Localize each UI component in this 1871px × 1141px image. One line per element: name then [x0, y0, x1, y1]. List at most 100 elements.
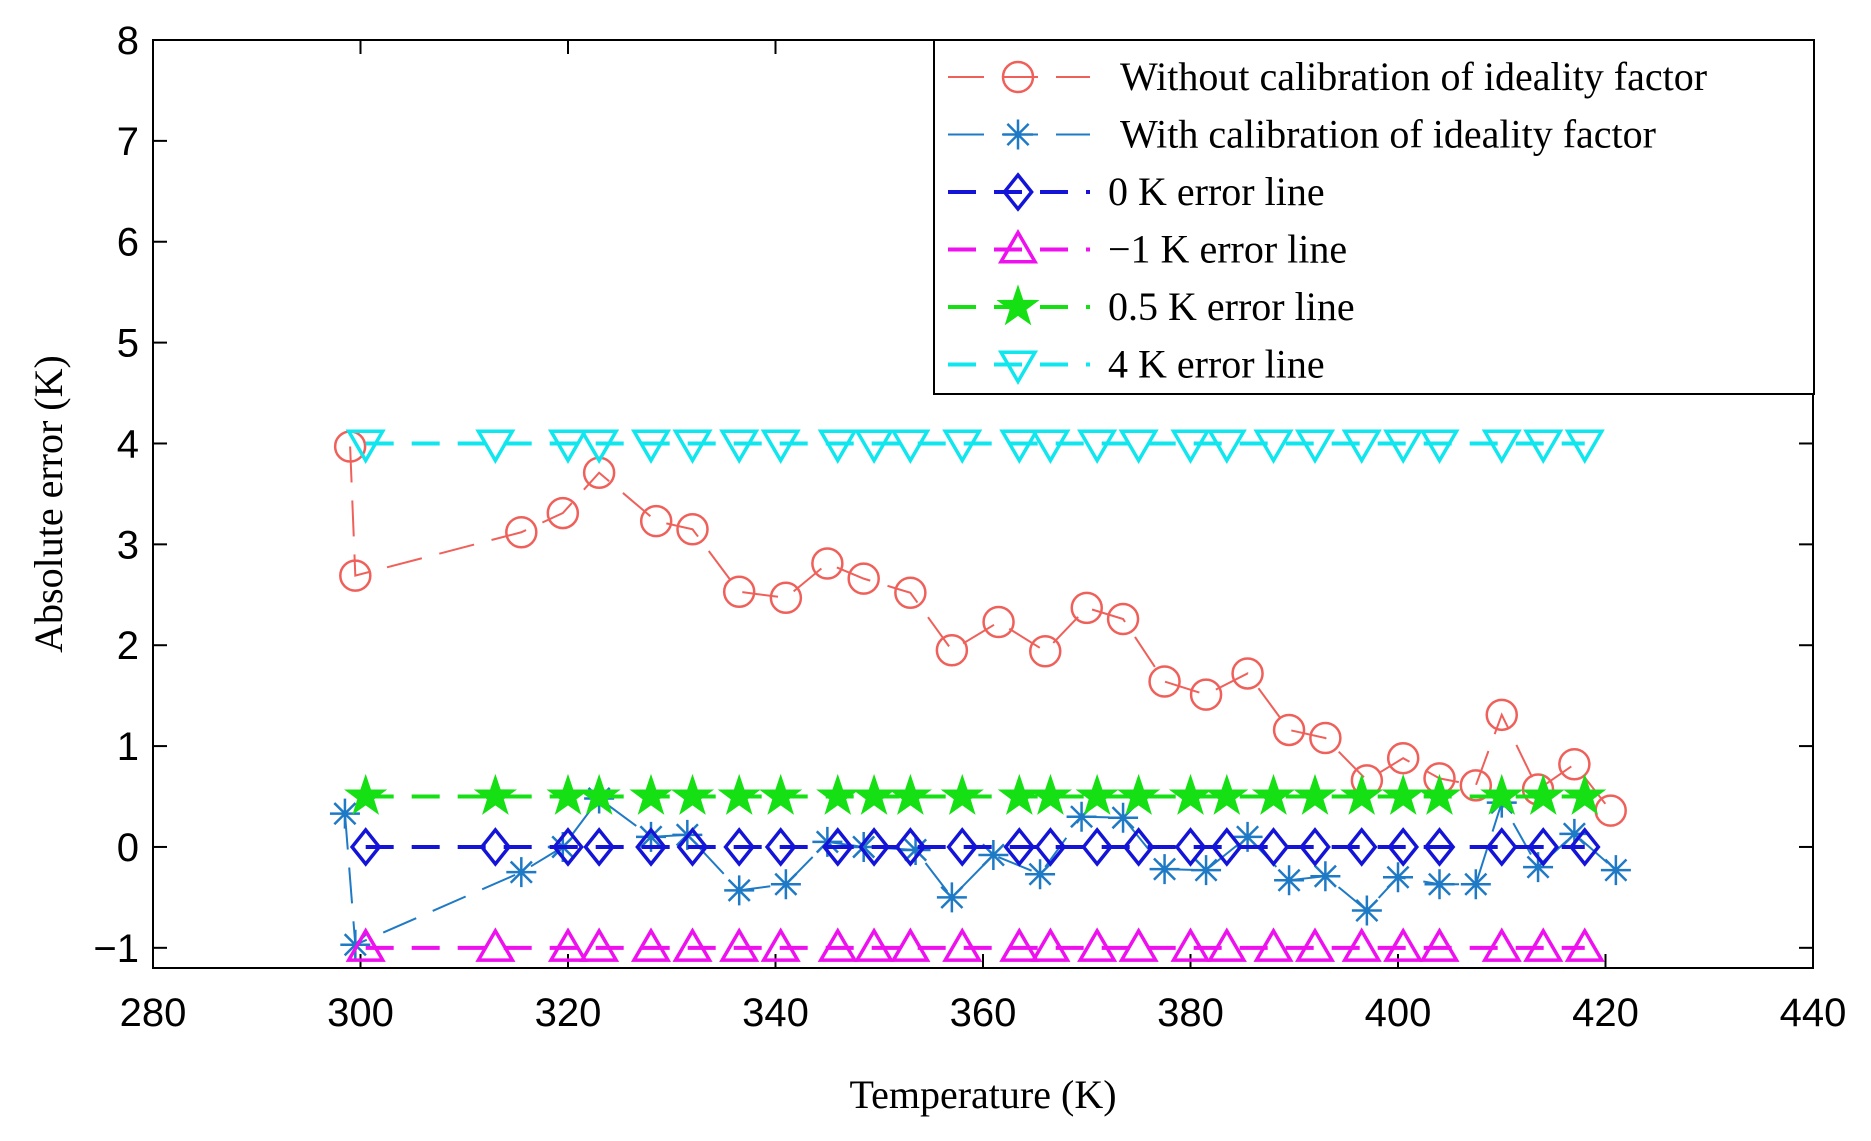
x-tick-label: 400 — [1365, 991, 1432, 1035]
data-point — [1383, 429, 1424, 464]
data-point — [1480, 773, 1524, 815]
data-point — [1485, 698, 1518, 732]
data-point — [888, 773, 932, 815]
data-point — [552, 827, 584, 867]
series-1 — [333, 430, 1627, 827]
data-point — [1341, 429, 1382, 464]
data-point — [942, 927, 983, 962]
data-point — [1600, 855, 1631, 886]
x-tick-label: 420 — [1572, 991, 1639, 1035]
data-point — [982, 605, 1015, 639]
data-point — [1460, 869, 1491, 900]
legend-entry: 0.5 K error line — [948, 284, 1355, 329]
data-point — [890, 927, 931, 962]
data-point — [1527, 827, 1560, 867]
data-point — [1424, 869, 1455, 900]
y-tick-label: 0 — [117, 826, 139, 870]
data-point — [670, 773, 715, 815]
data-point — [1419, 429, 1460, 464]
data-point — [936, 882, 967, 913]
data-point — [1523, 429, 1564, 464]
data-point — [760, 429, 801, 464]
data-point — [1028, 773, 1073, 815]
data-point — [817, 927, 858, 962]
data-point — [1148, 665, 1181, 698]
data-point — [1274, 865, 1305, 896]
legend-marker — [996, 284, 1040, 326]
data-point — [1294, 429, 1336, 464]
data-point — [848, 831, 879, 862]
series-6 — [345, 429, 1605, 464]
data-point — [1381, 773, 1425, 815]
data-point — [345, 429, 386, 464]
data-point — [1070, 591, 1103, 625]
y-tick-label: 7 — [117, 120, 139, 164]
data-point — [894, 827, 927, 867]
legend-label: With calibration of ideality factor — [1120, 112, 1656, 157]
legend-marker — [1001, 60, 1035, 94]
data-point — [479, 827, 512, 867]
data-point — [676, 827, 709, 867]
data-point — [1231, 657, 1264, 690]
y-tick-label: 4 — [117, 422, 139, 466]
data-point — [723, 827, 756, 867]
legend-marker — [1002, 172, 1034, 212]
data-point — [1481, 429, 1522, 464]
data-point — [340, 929, 371, 960]
data-point — [1206, 927, 1247, 962]
x-tick-label: 320 — [535, 991, 602, 1035]
data-point — [821, 827, 854, 867]
data-point — [1081, 827, 1113, 867]
legend-entry: −1 K error line — [948, 227, 1347, 272]
series-3 — [349, 827, 1601, 867]
data-point — [1030, 429, 1071, 464]
series-line — [349, 446, 1612, 812]
data-point — [1417, 773, 1462, 815]
data-point — [1309, 721, 1342, 755]
legend: Without calibration of ideality factor Wi… — [933, 39, 1815, 395]
data-point — [1251, 773, 1296, 815]
y-tick-label: 6 — [117, 221, 139, 265]
data-point — [847, 562, 880, 595]
data-point — [630, 429, 672, 464]
x-tick-label: 280 — [120, 991, 187, 1035]
data-point — [1025, 859, 1056, 890]
legend-label: 4 K error line — [1108, 342, 1325, 387]
data-point — [583, 827, 615, 867]
data-point — [1034, 827, 1067, 867]
data-point — [1170, 429, 1211, 464]
data-point — [636, 821, 666, 852]
data-point — [1206, 429, 1247, 464]
legend-marker — [997, 229, 1039, 264]
data-point — [978, 840, 1009, 871]
series-5 — [344, 773, 1607, 815]
data-point — [1485, 827, 1518, 867]
data-point — [1294, 927, 1336, 962]
data-point — [852, 773, 896, 815]
data-point — [1345, 827, 1378, 867]
data-point — [1459, 769, 1493, 802]
data-point — [1174, 827, 1207, 867]
y-tick-label: −1 — [93, 927, 139, 971]
data-point — [473, 773, 517, 815]
data-point — [719, 429, 760, 464]
data-point — [1003, 827, 1036, 867]
x-tick-label: 440 — [1780, 991, 1847, 1035]
data-point — [1523, 927, 1564, 962]
y-tick-label: 8 — [117, 19, 139, 63]
data-point — [1075, 773, 1119, 815]
x-tick-label: 360 — [950, 991, 1017, 1035]
data-point — [1387, 827, 1420, 867]
data-point — [1253, 429, 1294, 464]
y-tick-label: 5 — [117, 322, 139, 366]
data-point — [1383, 862, 1413, 893]
data-point — [1205, 773, 1249, 815]
data-point — [946, 827, 979, 867]
data-point — [816, 773, 860, 815]
data-point — [999, 927, 1040, 962]
data-point — [672, 927, 713, 962]
legend-box — [933, 39, 1815, 395]
legend-entry: With calibration of ideality factor — [948, 112, 1656, 157]
legend-label: Without calibration of ideality factor — [1120, 54, 1707, 99]
data-point — [1122, 827, 1155, 867]
